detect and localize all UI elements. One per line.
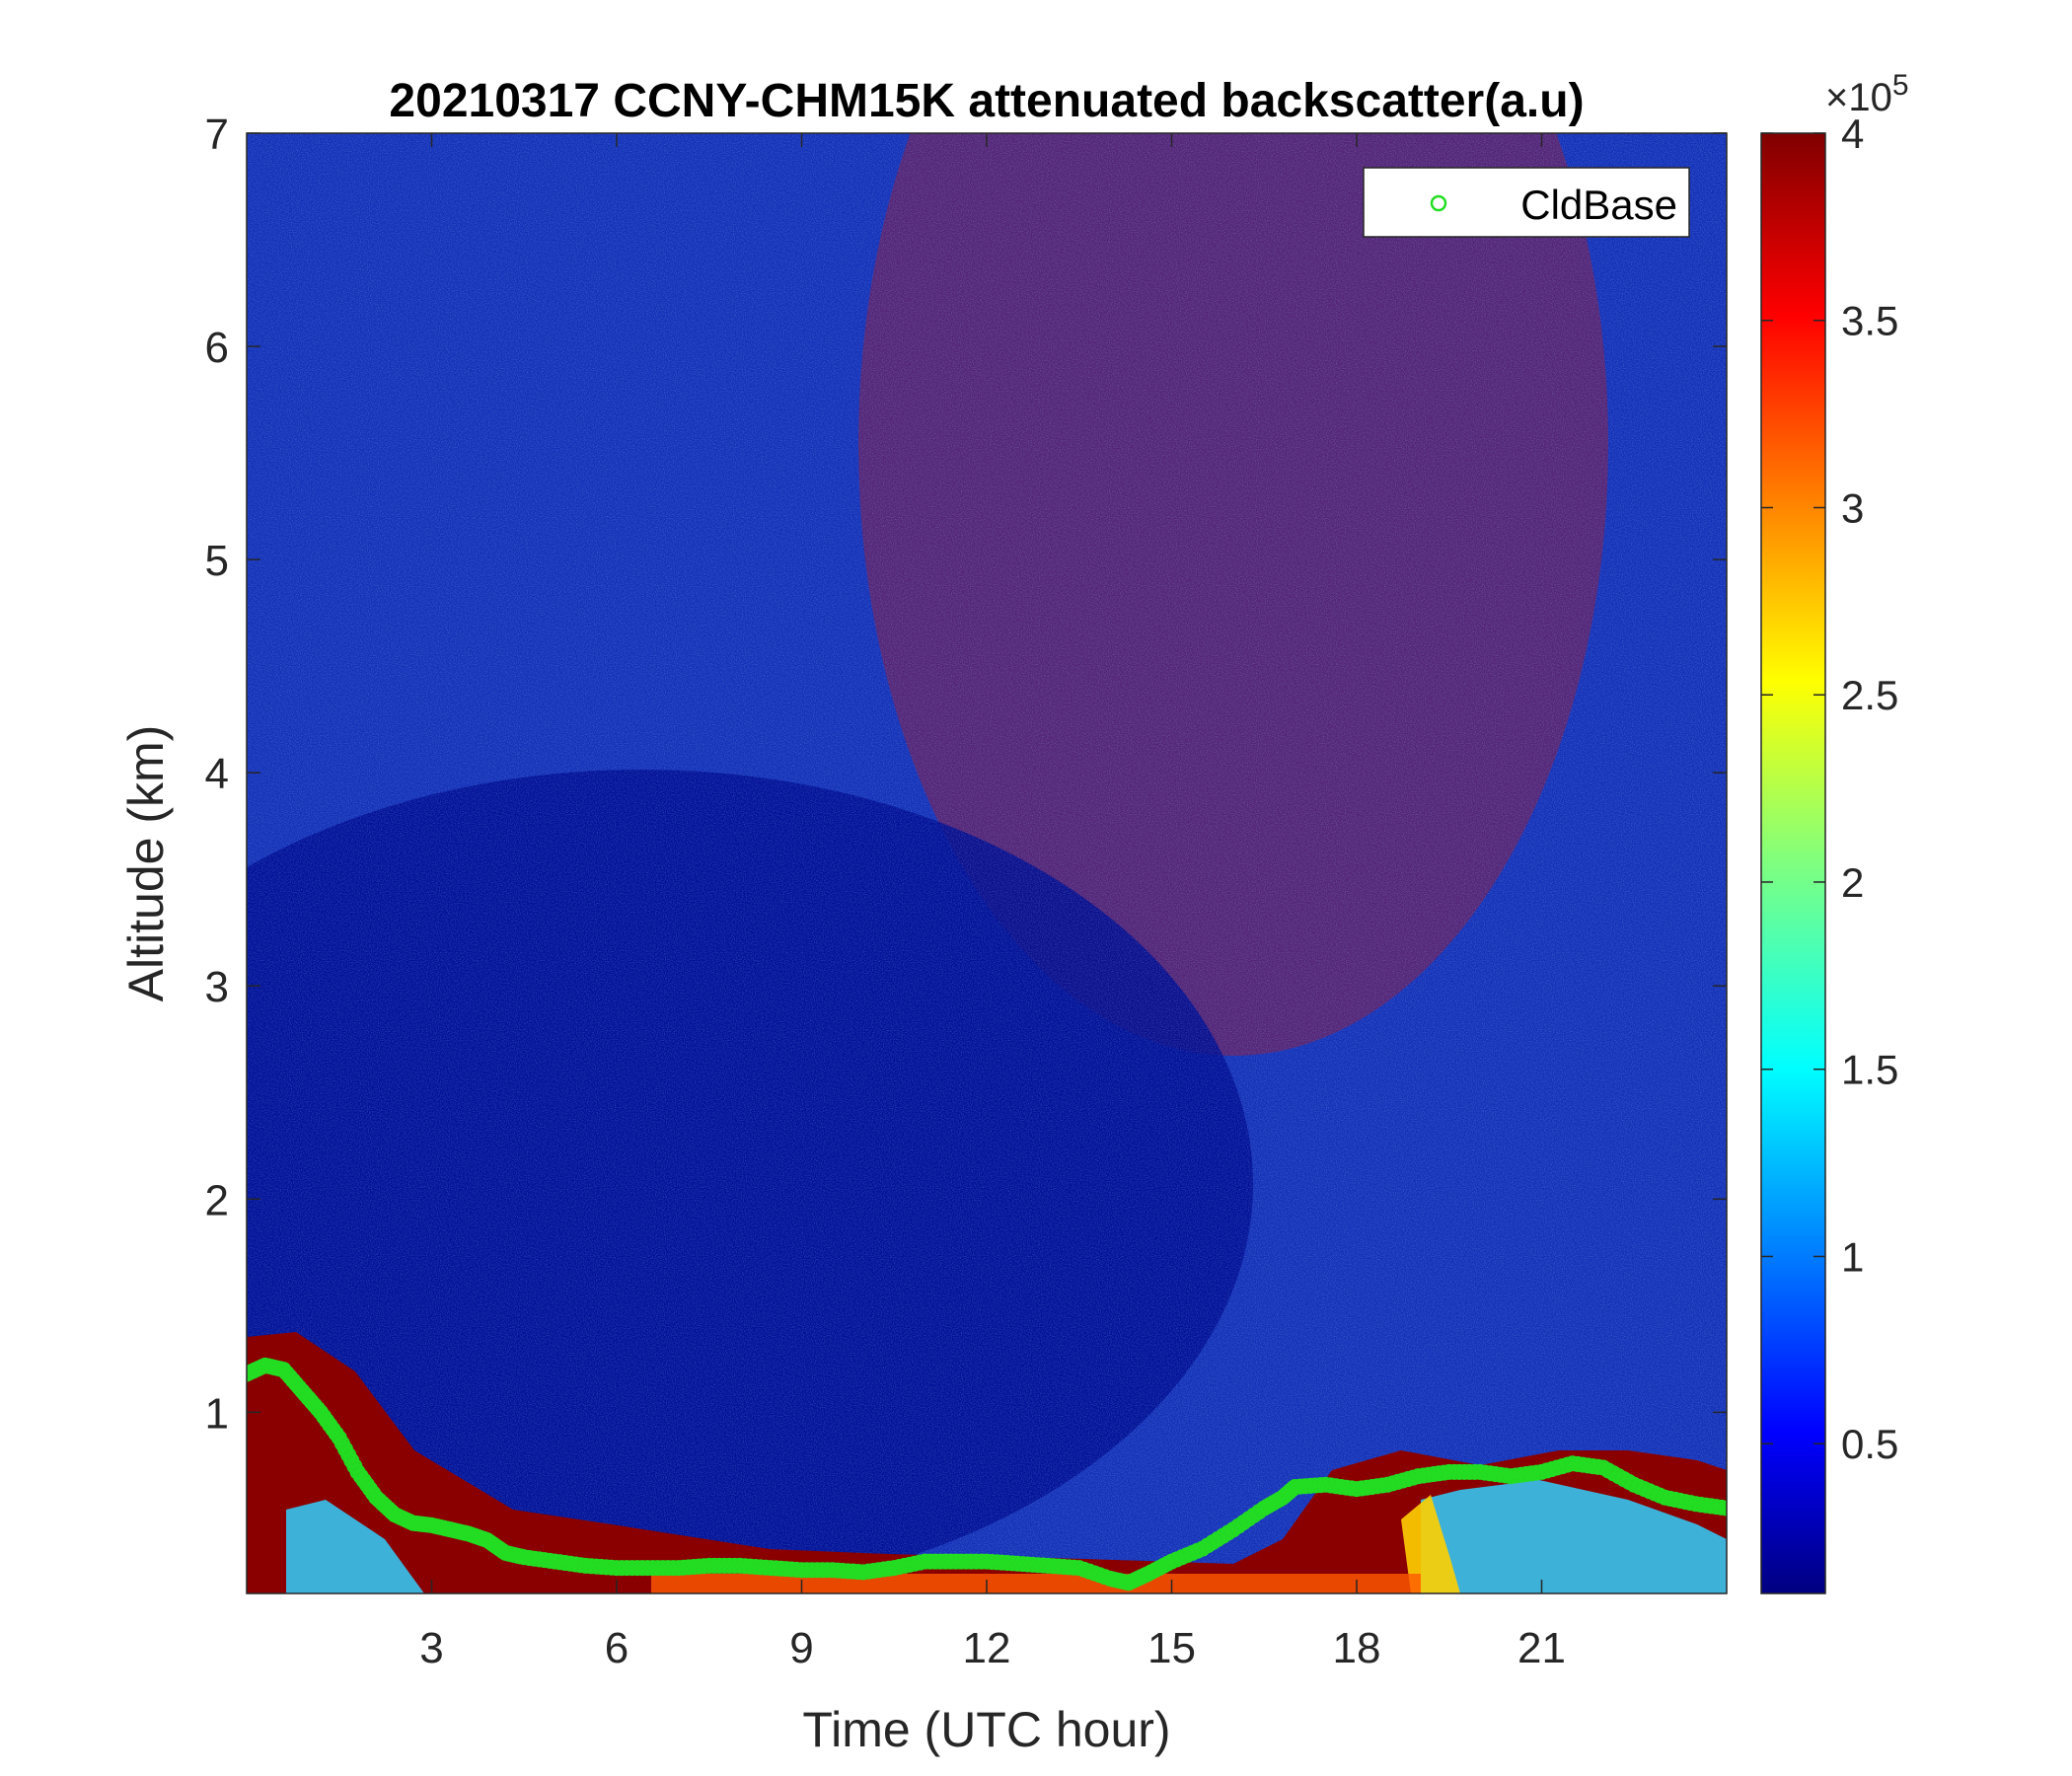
heatmap-aerosol-bottom [1421,1480,1727,1593]
y-tick-label: 6 [205,324,229,372]
colorbar-tick-label: 0.5 [1841,1421,1898,1467]
x-tick-label: 6 [605,1624,629,1672]
x-tick-label: 9 [789,1624,813,1672]
colorbar-tick-label: 2.5 [1841,672,1898,718]
x-axis: 3 6 9 12 15 18 21 [419,133,1566,1672]
x-tick-label: 15 [1147,1624,1196,1672]
colorbar-tick-label: 1 [1841,1233,1864,1280]
colorbar: 0.5 1 1.5 2 2.5 3 3.5 4 ×105 [1760,69,1909,1594]
y-tick-label: 1 [205,1389,229,1438]
colorbar-tick-label: 1.5 [1841,1047,1898,1093]
y-axis-label: Altitude (km) [118,725,174,1002]
y-tick-label: 3 [205,963,229,1011]
y-tick-label: 5 [205,537,229,585]
heatmap-yellow-band [1401,1495,1460,1593]
legend-label-cldbase: CldBase [1520,182,1677,228]
cldbase-markers [247,1357,1727,1591]
colorbar-tick-label: 3 [1841,484,1864,531]
x-axis-label: Time (UTC hour) [802,1702,1170,1757]
chart-title: 20210317 CCNY-CHM15K attenuated backscat… [389,75,1584,127]
heatmap-noise-texture [247,133,1727,1593]
x-tick-label: 18 [1333,1624,1381,1672]
colorbar-tick-label: 3.5 [1841,298,1898,344]
heatmap [247,133,1727,1593]
heatmap-aerosol-bottom-left [286,1500,424,1593]
colorbar-gradient [1760,132,1826,1594]
legend-box [1363,167,1690,238]
heatmap-orange-floor [651,1574,1421,1593]
y-tick-label: 7 [205,111,229,159]
x-tick-label: 3 [419,1624,443,1672]
colorbar-ticks: 0.5 1 1.5 2 2.5 3 3.5 4 [1761,111,1898,1467]
colorbar-tick-label: 2 [1841,859,1864,906]
colorbar-tick-label: 4 [1841,111,1864,157]
legend-marker-cldbase [1430,194,1447,212]
x-tick-label: 21 [1517,1624,1566,1672]
y-axis: 1 2 3 4 5 6 7 [205,111,1727,1438]
colorbar-exponent: ×105 [1825,69,1909,119]
heatmap-surface-layer [247,1332,1727,1593]
y-tick-label: 4 [205,750,229,798]
cldbase-marker [1719,1500,1727,1517]
x-tick-label: 12 [963,1624,1011,1672]
legend: CldBase [1363,167,1690,238]
y-tick-label: 2 [205,1176,229,1224]
